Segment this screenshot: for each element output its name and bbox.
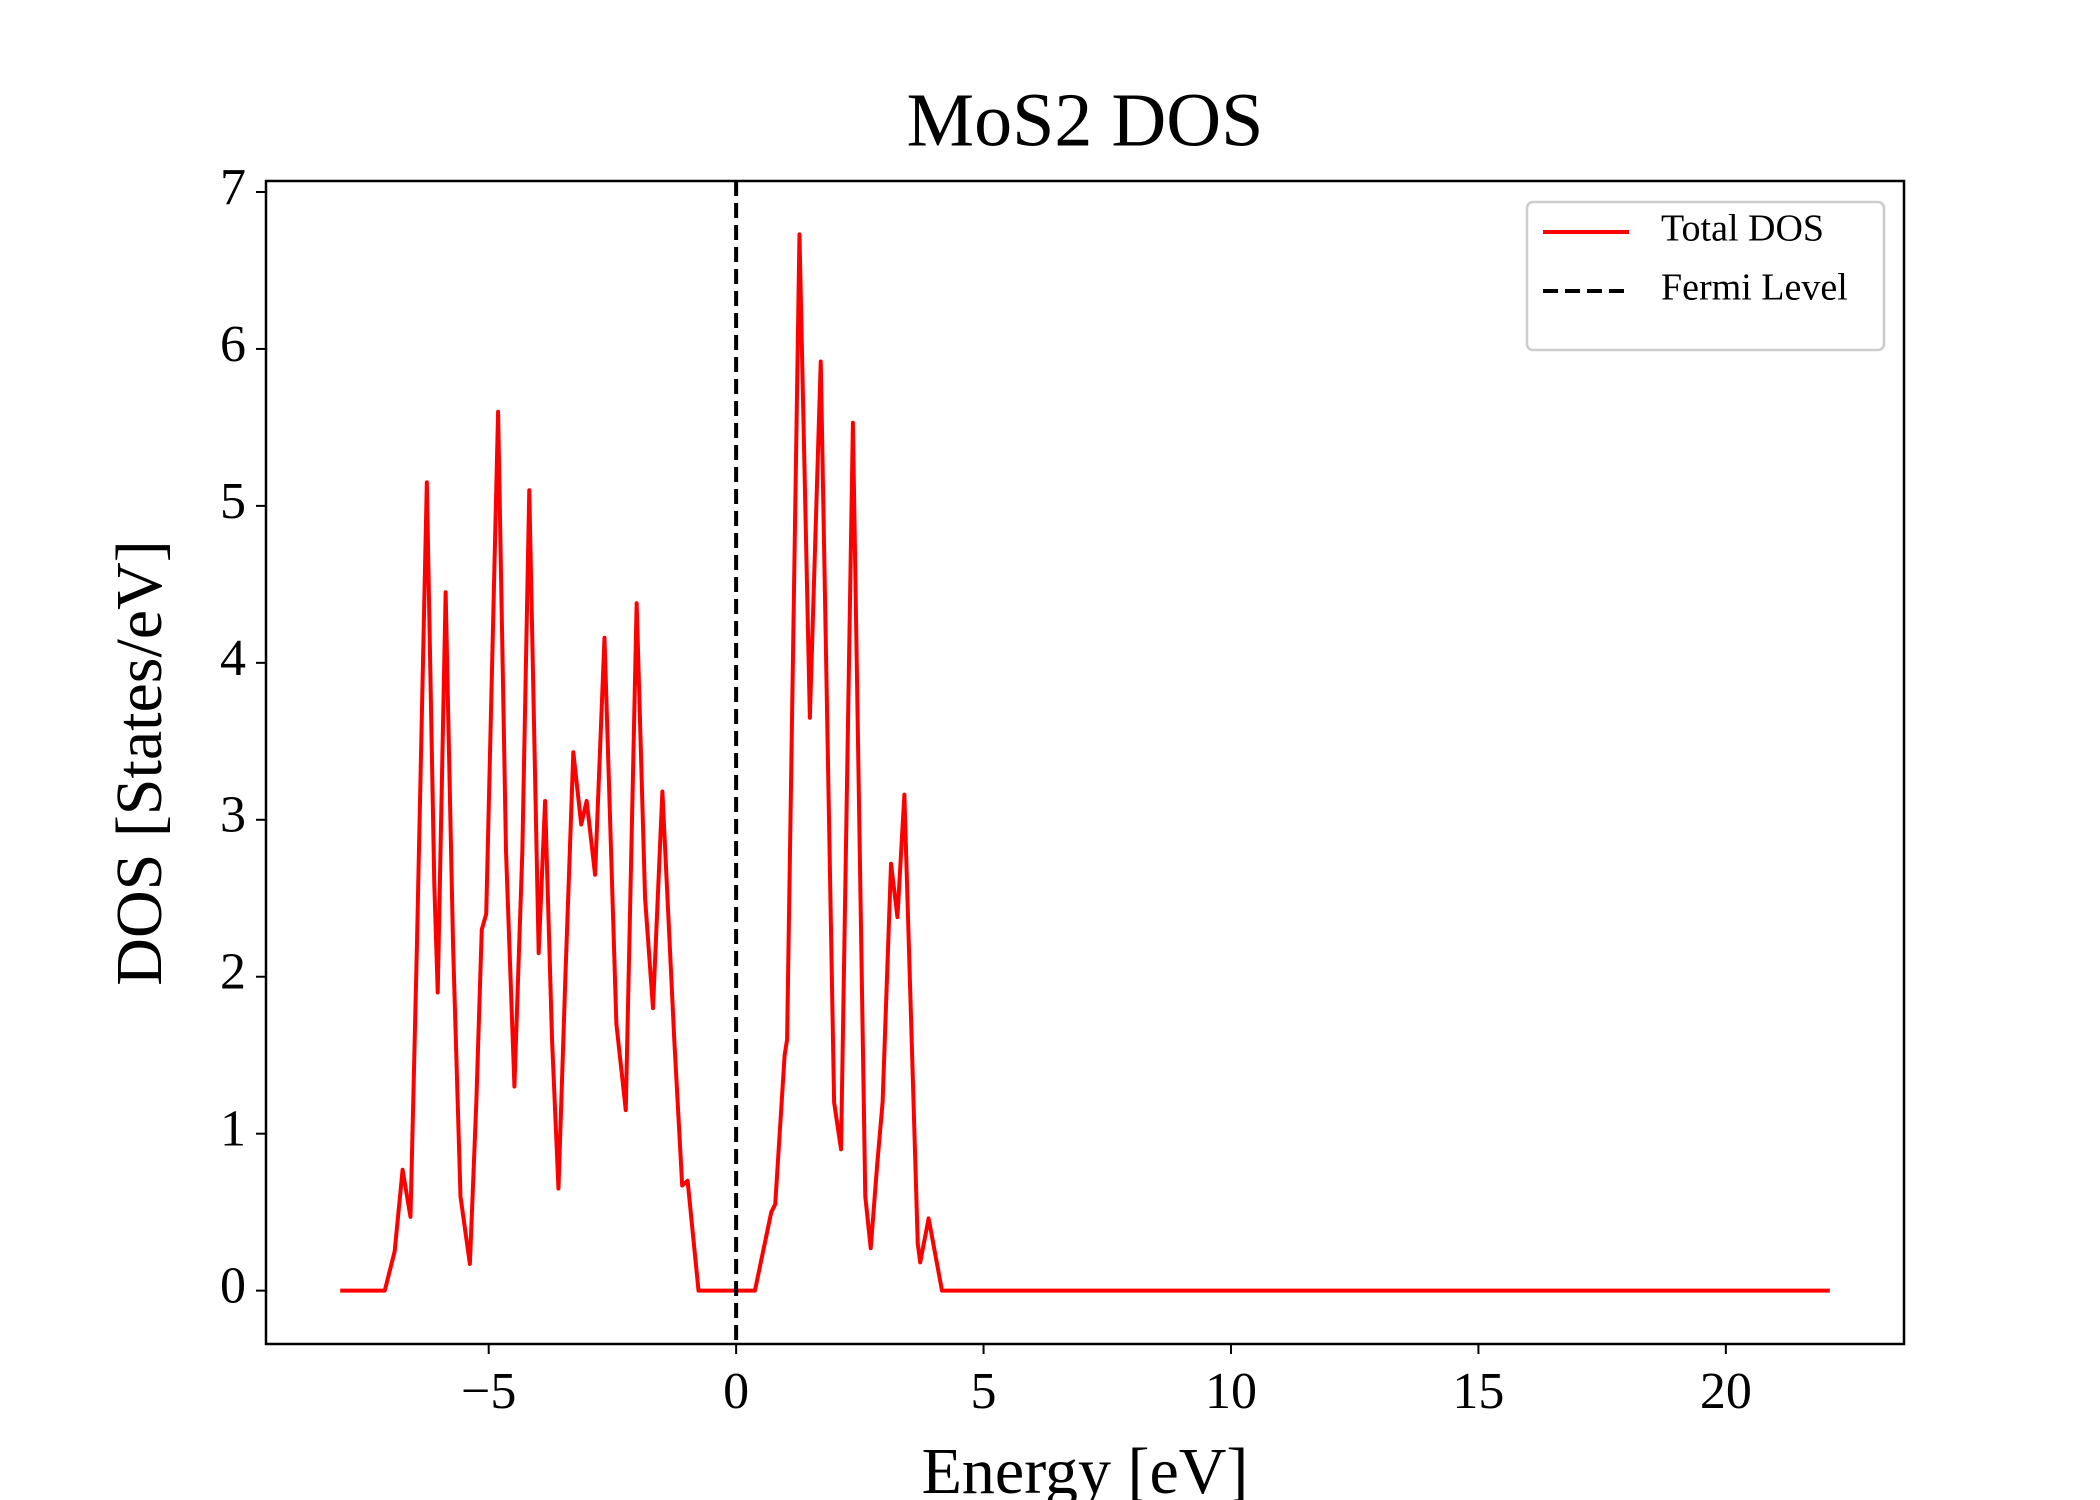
legend-label: Total DOS	[1661, 208, 1824, 250]
y-tick-label: 7	[220, 159, 246, 216]
x-tick-label: 20	[1700, 1363, 1752, 1420]
legend-label: Fermi Level	[1661, 267, 1848, 309]
plot-frame	[264, 179, 1906, 1346]
y-tick-label: 1	[220, 1101, 246, 1158]
y-tick-label: 5	[220, 473, 246, 530]
dos-line	[340, 232, 1830, 1293]
x-tick-label: 15	[1452, 1363, 1504, 1420]
y-tick-label: 2	[220, 944, 246, 1001]
chart-title: MoS2 DOS	[907, 78, 1264, 162]
y-axis-label: DOS [States/eV]	[103, 540, 176, 985]
x-tick-label: 0	[723, 1363, 749, 1420]
x-tick-label: 10	[1205, 1363, 1257, 1420]
legend-box	[1525, 200, 1886, 352]
y-tick-label: 6	[220, 316, 246, 373]
x-tick-label: −5	[461, 1363, 516, 1420]
x-axis-label: Energy [eV]	[922, 1435, 1249, 1500]
y-tick-label: 3	[220, 787, 246, 844]
x-tick-label: 5	[971, 1363, 997, 1420]
y-tick-label: 0	[220, 1258, 246, 1315]
y-tick-label: 4	[220, 630, 246, 687]
